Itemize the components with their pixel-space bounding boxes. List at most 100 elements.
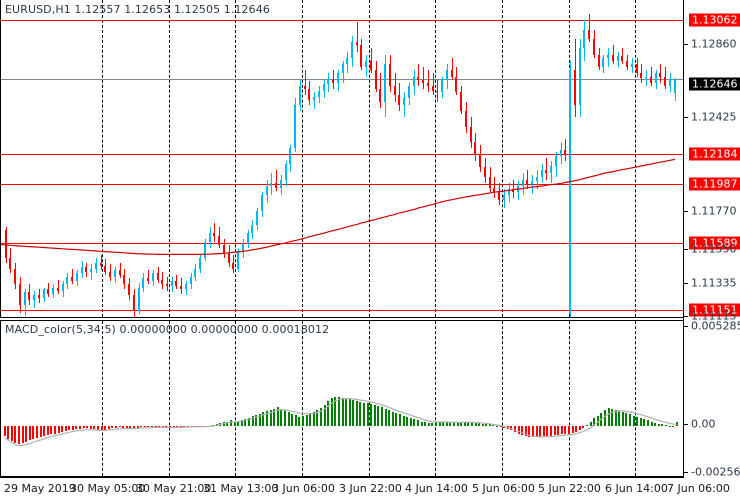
macd-histogram-bar (449, 422, 451, 426)
axis-divider (683, 0, 684, 477)
macd-histogram-bar (532, 425, 534, 438)
candle-wick (418, 64, 419, 86)
candle-body (659, 73, 661, 77)
macd-histogram-bar (564, 425, 566, 434)
macd-histogram-bar (367, 403, 369, 426)
macd-histogram-bar (388, 410, 390, 426)
candle-body (669, 79, 671, 86)
candle-body (47, 289, 49, 294)
candle-body (451, 70, 453, 77)
macd-histogram-bar (58, 425, 60, 433)
price-plot-area[interactable] (1, 0, 684, 317)
current-price-label[interactable]: 1.12646 (689, 77, 740, 91)
axis-tick (684, 316, 688, 317)
time-axis[interactable]: 29 May 2019 30 May 05:00 30 May 21:00 31 Ma… (0, 479, 740, 500)
price-level-label[interactable]: 1.13062 (689, 13, 740, 27)
price-level-line[interactable] (1, 184, 684, 185)
candle-body (413, 76, 415, 86)
candle-body (142, 278, 144, 288)
candle-body (588, 29, 590, 40)
candle-body (119, 270, 121, 276)
macd-histogram-bar (234, 422, 236, 426)
price-level-label[interactable]: 1.11987 (689, 177, 740, 191)
macd-histogram-bar (43, 425, 45, 436)
candle-wick (423, 67, 424, 90)
macd-histogram-bar (489, 424, 491, 426)
candle-body (327, 79, 329, 85)
price-tick-label: 1.11550 (691, 242, 737, 256)
candle-body (436, 90, 438, 93)
candle-body (455, 76, 457, 93)
candle-body (308, 89, 310, 100)
macd-histogram-bar (669, 425, 671, 427)
time-tick-label: 30 May 21:00 (136, 482, 212, 495)
time-tick-label: 30 May 05:00 (70, 482, 146, 495)
macd-histogram-bar (101, 425, 103, 431)
gridline-vertical (502, 321, 503, 476)
macd-histogram-bar (183, 425, 185, 427)
macd-tick-label: -0.0025691 (691, 465, 740, 479)
macd-histogram-bar (475, 422, 477, 426)
candle-wick (646, 70, 647, 86)
candle-body (194, 268, 196, 277)
macd-axis[interactable]: 0.0052859 0.00 -0.0025691 (684, 320, 740, 479)
price-level-label[interactable]: 1.11151 (689, 303, 740, 317)
candle-wick (404, 92, 405, 118)
macd-histogram-bar (464, 422, 466, 426)
macd-histogram-bar (155, 425, 157, 427)
price-level-line[interactable] (1, 154, 684, 155)
macd-histogram-bar (316, 410, 318, 426)
candle-body (602, 57, 604, 68)
macd-histogram-bar (291, 413, 293, 426)
candle-body (114, 270, 116, 277)
macd-histogram-bar (575, 425, 577, 432)
macd-histogram-bar (50, 425, 52, 435)
candle-body (33, 295, 35, 301)
candle-body (24, 292, 26, 305)
macd-histogram-bar (618, 410, 620, 426)
candle-body (123, 275, 125, 285)
gridline-vertical (102, 0, 103, 317)
candle-body (365, 60, 367, 68)
candle-body (498, 192, 500, 201)
macd-histogram-bar (403, 415, 405, 426)
macd-histogram-bar (302, 416, 304, 426)
candle-body (19, 284, 21, 305)
macd-histogram-bar (590, 421, 592, 426)
candle-body (370, 60, 372, 71)
macd-pane[interactable] (0, 320, 684, 477)
macd-histogram-bar (539, 425, 541, 437)
candle-body (242, 243, 244, 252)
macd-histogram-bar (622, 412, 624, 426)
macd-histogram-bar (593, 418, 595, 426)
price-pane[interactable] (0, 0, 684, 318)
macd-histogram-bar (478, 423, 480, 426)
candle-wick (433, 73, 434, 96)
candle-wick (58, 279, 59, 294)
candle-body (621, 56, 623, 61)
price-level-line[interactable] (1, 243, 684, 244)
candle-body (318, 90, 320, 97)
macd-histogram-bar (14, 425, 16, 443)
macd-histogram-bar (582, 425, 584, 429)
price-axis[interactable]: 1.13062 1.12860 1.12646 1.12425 1.12184 1.119… (684, 0, 740, 323)
candle-body (337, 73, 339, 83)
time-tick-label: 3 Jun 22:00 (339, 482, 402, 495)
price-level-label[interactable]: 1.11589 (689, 236, 740, 250)
candle-body (14, 268, 16, 285)
candle-body (128, 284, 130, 296)
candle-body (593, 39, 595, 55)
macd-histogram-bar (169, 425, 171, 428)
candle-body (526, 179, 528, 185)
price-level-label[interactable]: 1.12184 (689, 147, 740, 161)
candle-wick (608, 48, 609, 68)
price-level-line[interactable] (1, 20, 684, 21)
candle-body (512, 189, 514, 193)
macd-plot-area[interactable] (1, 321, 684, 476)
candle-body (28, 292, 30, 301)
candle-body (612, 54, 614, 61)
axis-tick (684, 424, 688, 425)
price-level-line[interactable] (1, 310, 684, 311)
candle-body (266, 185, 268, 196)
gridline-vertical (502, 0, 503, 317)
